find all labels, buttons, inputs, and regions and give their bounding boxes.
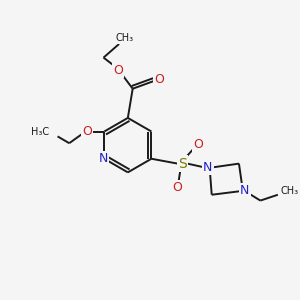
Text: CH₃: CH₃ (116, 33, 134, 43)
Text: H₃C: H₃C (31, 127, 49, 136)
Text: O: O (193, 138, 203, 151)
Text: O: O (172, 182, 182, 194)
Text: N: N (99, 152, 108, 165)
Text: O: O (154, 74, 164, 86)
Text: N: N (240, 184, 250, 197)
Text: S: S (178, 157, 187, 171)
Text: CH₃: CH₃ (280, 186, 298, 196)
Text: N: N (203, 161, 212, 174)
Text: O: O (113, 64, 123, 77)
Text: O: O (82, 125, 92, 138)
